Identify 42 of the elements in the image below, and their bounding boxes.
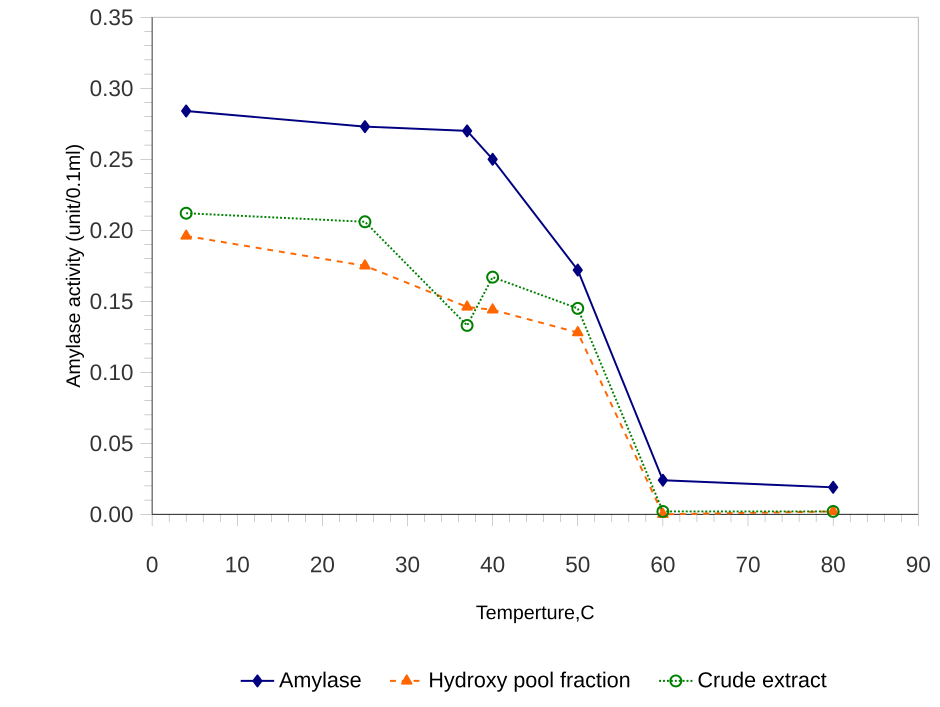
point xyxy=(461,300,473,311)
x-tick-label: 10 xyxy=(226,556,249,573)
y-tick-label: 0.00 xyxy=(90,506,133,522)
y-tick-label: 0.05 xyxy=(90,436,132,452)
legend-label: Amylase xyxy=(279,672,361,692)
y-tick-label: 0.20 xyxy=(90,222,133,238)
point xyxy=(658,474,668,487)
x-tick-label: 60 xyxy=(652,556,675,573)
x-tick-label: 90 xyxy=(906,556,930,573)
y-tick-label: 0.35 xyxy=(90,10,132,26)
y-tick-label: 0.30 xyxy=(90,80,133,96)
y-axis-title: Amylase activity (unit/0.1ml) xyxy=(66,145,84,388)
point xyxy=(571,302,584,316)
point xyxy=(826,505,840,518)
point xyxy=(358,216,372,228)
point xyxy=(486,304,498,314)
point xyxy=(181,104,192,118)
y-tick-label: 0.15 xyxy=(90,294,132,310)
point xyxy=(572,264,583,277)
x-tick-label: 50 xyxy=(566,556,590,573)
legend-label: Hydroxy pool fraction xyxy=(430,672,630,692)
x-tick-label: 70 xyxy=(736,556,760,573)
x-tick-label: 0 xyxy=(146,556,158,573)
point xyxy=(359,260,371,270)
x-tick-label: 40 xyxy=(480,556,504,573)
x-tick-label: 80 xyxy=(822,556,845,573)
x-tick-label: 30 xyxy=(396,556,420,573)
point xyxy=(460,319,474,332)
y-tick-label: 0.10 xyxy=(90,364,133,380)
x-axis-title: Temperture,C xyxy=(476,606,594,624)
point xyxy=(180,230,192,240)
point xyxy=(656,505,670,518)
point xyxy=(828,481,838,494)
point xyxy=(180,207,193,220)
point xyxy=(572,326,584,336)
y-tick-label: 0.25 xyxy=(90,152,132,168)
x-tick-label: 20 xyxy=(310,556,334,573)
point xyxy=(486,270,500,284)
legend-label: Crude extract xyxy=(698,672,827,688)
point xyxy=(488,153,498,166)
point xyxy=(462,124,472,138)
point xyxy=(360,120,370,134)
